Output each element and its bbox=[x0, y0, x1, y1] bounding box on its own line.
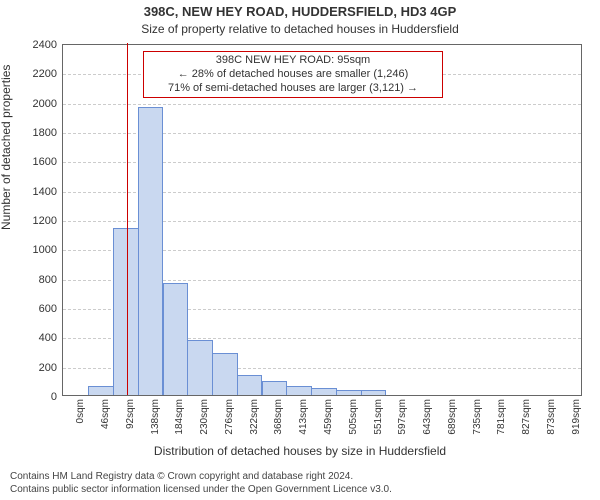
x-tick-label: 505sqm bbox=[348, 399, 359, 435]
x-tick-label: 643sqm bbox=[422, 399, 433, 435]
footer-line1: Contains HM Land Registry data © Crown c… bbox=[10, 471, 392, 484]
y-tick-label: 2000 bbox=[33, 98, 57, 110]
histogram-bar bbox=[262, 381, 288, 395]
chart-plot-area: 0200400600800100012001400160018002000220… bbox=[62, 44, 582, 396]
y-tick-label: 1600 bbox=[33, 156, 57, 168]
histogram-bar bbox=[361, 390, 387, 395]
chart-title-main: 398C, NEW HEY ROAD, HUDDERSFIELD, HD3 4G… bbox=[0, 4, 600, 19]
y-tick-label: 1800 bbox=[33, 127, 57, 139]
x-tick-label: 597sqm bbox=[397, 399, 408, 435]
y-tick-label: 200 bbox=[39, 362, 57, 374]
histogram-bar bbox=[311, 388, 337, 395]
x-tick-label: 92sqm bbox=[125, 399, 136, 429]
annotation-line3: 71% of semi-detached houses are larger (… bbox=[150, 82, 436, 96]
y-tick-label: 800 bbox=[39, 274, 57, 286]
x-tick-label: 827sqm bbox=[521, 399, 532, 435]
chart-title-sub: Size of property relative to detached ho… bbox=[0, 22, 600, 36]
histogram-bar bbox=[286, 386, 312, 395]
x-tick-label: 413sqm bbox=[298, 399, 309, 435]
x-tick-label: 919sqm bbox=[571, 399, 582, 435]
x-tick-label: 551sqm bbox=[373, 399, 384, 435]
x-tick-label: 184sqm bbox=[174, 399, 185, 435]
histogram-bar bbox=[187, 340, 213, 395]
x-tick-label: 873sqm bbox=[546, 399, 557, 435]
histogram-bar bbox=[163, 283, 189, 395]
y-tick-label: 400 bbox=[39, 332, 57, 344]
x-tick-label: 46sqm bbox=[100, 399, 111, 429]
x-tick-label: 138sqm bbox=[150, 399, 161, 435]
x-tick-label: 368sqm bbox=[273, 399, 284, 435]
y-tick-label: 1400 bbox=[33, 186, 57, 198]
footer-attribution: Contains HM Land Registry data © Crown c… bbox=[10, 471, 392, 496]
histogram-bar bbox=[138, 107, 164, 395]
x-axis-label: Distribution of detached houses by size … bbox=[0, 444, 600, 458]
footer-line2: Contains public sector information licen… bbox=[10, 484, 392, 497]
y-tick-label: 1000 bbox=[33, 244, 57, 256]
histogram-bar bbox=[88, 386, 114, 395]
annotation-line1: 398C NEW HEY ROAD: 95sqm bbox=[150, 54, 436, 68]
y-tick-label: 0 bbox=[51, 391, 57, 403]
highlight-annotation: 398C NEW HEY ROAD: 95sqm ← 28% of detach… bbox=[143, 51, 443, 98]
x-tick-label: 459sqm bbox=[323, 399, 334, 435]
y-tick-label: 2400 bbox=[33, 39, 57, 51]
property-size-marker bbox=[127, 43, 128, 395]
y-tick-label: 600 bbox=[39, 303, 57, 315]
annotation-line2: ← 28% of detached houses are smaller (1,… bbox=[150, 68, 436, 82]
x-tick-label: 0sqm bbox=[75, 399, 86, 423]
x-tick-label: 735sqm bbox=[472, 399, 483, 435]
y-tick-label: 1200 bbox=[33, 215, 57, 227]
histogram-bar bbox=[237, 375, 263, 395]
x-tick-label: 322sqm bbox=[249, 399, 260, 435]
histogram-bar bbox=[336, 390, 362, 395]
x-tick-label: 781sqm bbox=[496, 399, 507, 435]
x-tick-label: 230sqm bbox=[199, 399, 210, 435]
x-tick-label: 689sqm bbox=[447, 399, 458, 435]
x-tick-label: 276sqm bbox=[224, 399, 235, 435]
y-axis-label: Number of detached properties bbox=[0, 65, 13, 230]
histogram-bar bbox=[212, 353, 238, 395]
grid-line bbox=[63, 104, 581, 105]
y-tick-label: 2200 bbox=[33, 68, 57, 80]
